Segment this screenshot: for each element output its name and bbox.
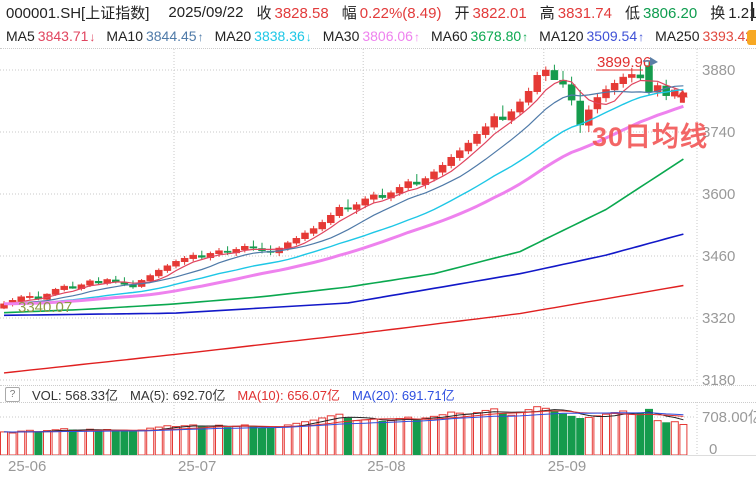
ma-item-value: 3844.45	[145, 28, 197, 44]
ma-item: MA20 3838.36↓	[215, 28, 312, 44]
volume-bars-group	[0, 406, 688, 456]
quote-field: 低 3806.20	[625, 2, 697, 23]
y-axis-label: 3600	[702, 186, 735, 203]
ma-trend-arrow-icon: ↓	[305, 30, 312, 44]
volume-stat: MA(20): 691.71亿	[351, 387, 455, 403]
x-axis: 25-06 25-07 25-08 25-09	[0, 456, 756, 479]
quote-field: 高 3831.74	[540, 2, 612, 23]
x-axis-label: 25-09	[547, 458, 587, 475]
quote-field: 幅 0.22%(8.49)	[342, 2, 442, 23]
quote-header: 000001.SH[上证指数] 2025/09/22 收 3828.58 幅 0.22…	[0, 0, 756, 24]
ma-item-label: MA5	[6, 28, 35, 44]
ma-item-label: MA60	[430, 28, 468, 44]
quote-field-label: 高	[539, 4, 555, 22]
ma-item-label: MA10	[106, 28, 143, 44]
volume-stat: VOL: 568.33亿	[32, 387, 118, 403]
ma-item: MA30 3806.06↑	[323, 28, 420, 44]
ma-item-value: 3678.80	[470, 28, 522, 44]
ma-trend-arrow-icon: ↑	[522, 30, 529, 44]
quote-field-value: 3806.20	[642, 4, 698, 22]
trade-date: 2025/09/22	[168, 3, 244, 21]
ma-legend-bar: MA5 3843.71↓ MA10 3844.45↑ MA20 3838.36↓ MA30 3…	[0, 24, 756, 49]
candlestick-chart[interactable]: 3880 3740 3600 3460 3320 3180 3340.07 3899.96	[0, 49, 756, 385]
ma-item: MA120 3509.54↑	[539, 28, 644, 44]
volume-stat: MA(10): 656.07亿	[237, 387, 340, 403]
ma-item-label: MA30	[322, 28, 360, 44]
orange-edge-fragment	[747, 30, 756, 45]
ma-items: MA5 3843.71↓ MA10 3844.45↑ MA20 3838.36↓ MA30 3…	[6, 28, 756, 44]
y-axis-label: 3880	[702, 62, 735, 79]
ma-item-label: MA20	[214, 28, 252, 44]
quote-field-value: 3828.58	[274, 4, 329, 22]
ma-trend-arrow-icon: ↓	[89, 30, 96, 44]
volume-stat: MA(5): 692.70亿	[130, 387, 226, 403]
quote-field: 换1.21%	[710, 2, 756, 23]
signal-up-arrow-icon	[676, 90, 688, 103]
quote-field-label: 开	[454, 4, 470, 22]
x-axis-label: 25-08	[367, 458, 406, 475]
ma-item-value: 3838.36	[254, 28, 305, 44]
quote-field-value: 3822.01	[472, 4, 527, 22]
quote-field-value: 3831.74	[557, 4, 612, 22]
ma-trend-arrow-icon: ↑	[413, 30, 420, 44]
quote-fields: 收 3828.58 幅 0.22%(8.49) 开 3822.01 高 3831.74 低 380…	[256, 2, 756, 23]
quote-field: 开 3822.01	[454, 2, 526, 23]
y-axis-label: 3460	[702, 248, 735, 265]
ma-item-label: MA250	[655, 28, 700, 44]
volume-axis-zero-label: 0	[709, 441, 717, 456]
volume-stats: VOL: 568.33亿 MA(5): 692.70亿 MA(10): 656.07…	[32, 385, 455, 404]
x-axis-label: 25-07	[178, 458, 217, 475]
ma-item: MA5 3843.71↓	[6, 28, 95, 44]
quote-field-value: 0.22%(8.49)	[359, 4, 442, 22]
quote-field: 收 3828.58	[256, 2, 328, 23]
ma-item-value: 3509.54	[586, 28, 638, 44]
volume-axis-top-label: 708.00亿	[702, 409, 756, 426]
candles-group	[0, 61, 688, 310]
volume-ma-group	[3, 410, 684, 433]
quote-field-label: 收	[256, 4, 272, 22]
ma-trend-arrow-icon: ↑	[638, 30, 645, 44]
symbol-title: 000001.SH[上证指数]	[6, 4, 150, 22]
volume-ma-group	[3, 412, 684, 433]
quote-field-label: 幅	[341, 4, 357, 22]
y-axis-label: 3320	[702, 310, 735, 327]
high-annotation-arrow-icon	[650, 57, 658, 66]
volume-chart[interactable]: 708.00亿 0	[0, 402, 756, 456]
ma-item: MA10 3844.45↑	[106, 28, 203, 44]
quote-field-value: 1.21%	[728, 4, 756, 22]
ma-item-value: 3806.06	[362, 28, 413, 44]
ma-item: MA60 3678.80↑	[431, 28, 528, 44]
y-axis-label: 3740	[702, 124, 735, 141]
volume-header: ? VOL: 568.33亿 MA(5): 692.70亿 MA(10): 656.…	[0, 385, 756, 403]
ma-trend-arrow-icon: ↑	[197, 30, 204, 44]
quote-field-label: 低	[624, 4, 640, 22]
y-axis-label: 3180	[702, 372, 735, 385]
quote-field-label: 换	[710, 4, 726, 22]
x-axis-label: 25-06	[8, 458, 47, 475]
high-point-label: 3899.96	[597, 54, 651, 71]
help-icon[interactable]: ?	[5, 386, 20, 402]
ma-item-value: 3393.42	[702, 28, 754, 44]
ma-item-label: MA120	[539, 28, 584, 44]
low-point-label: 3340.07	[18, 299, 72, 316]
ma-item-value: 3843.71	[37, 28, 89, 44]
ma-lines-group	[3, 79, 684, 374]
window-edge-line	[751, 2, 753, 21]
